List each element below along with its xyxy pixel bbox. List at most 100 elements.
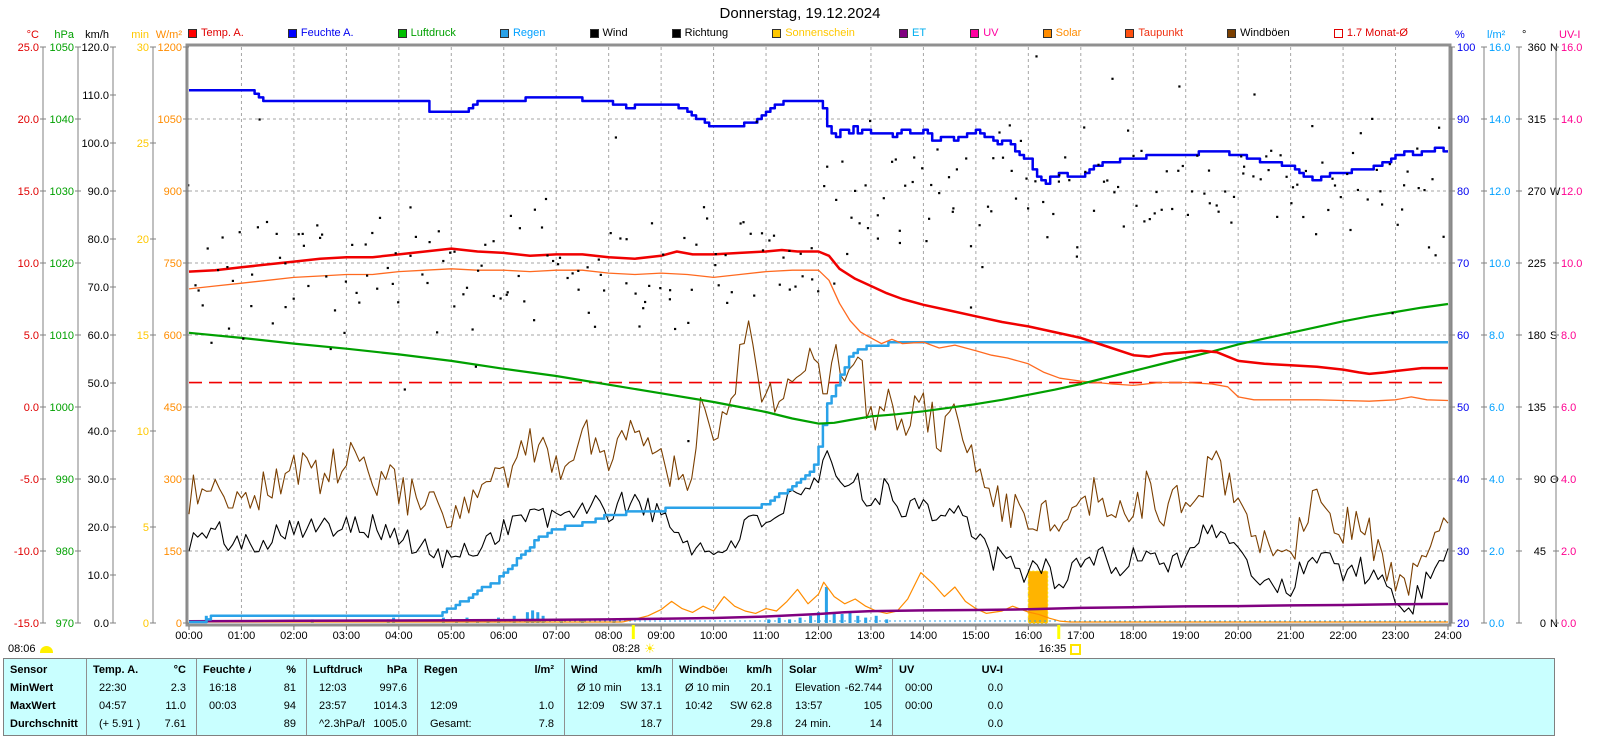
axis-tick-label: 03:00 <box>333 630 361 642</box>
legend-swatch <box>1125 28 1135 38</box>
axis-tick-label: 1200 <box>158 42 182 54</box>
table-row: 04:57 11.0 <box>87 697 196 715</box>
column-name: Temp. A. <box>93 664 139 676</box>
table-row: 18.7 <box>565 715 672 733</box>
cell-time: Gesamt: <box>430 718 472 730</box>
axis-tick-label: 80 <box>1457 186 1469 198</box>
axis-tick-label: 40 <box>1457 474 1469 486</box>
axis-tick-label: 8.0 <box>1489 330 1504 342</box>
legend-label: Taupunkt <box>1138 27 1184 39</box>
table-row: 00:03 94 <box>197 697 306 715</box>
table-row: Elevation -62.744 <box>783 679 892 697</box>
table-column-windböen: Windböen km/h Ø 10 min. 20.1 10:42 SW 62.8 29.… <box>672 659 782 735</box>
axis-tick-label: N <box>1550 618 1558 630</box>
axis-tick-label: 10:00 <box>700 630 728 642</box>
cell-value: 18.7 <box>640 718 662 730</box>
sunset-annotation: 16:35 <box>1015 643 1105 655</box>
axis-tick-label: 0 <box>143 618 149 630</box>
axis-tick-label: N <box>1550 42 1558 54</box>
legend-label: Feuchte A. <box>300 27 354 39</box>
table-row: 00:00 0.0 <box>893 697 1013 715</box>
cell-value: 1.0 <box>538 700 554 712</box>
axis-tick-label: 11:00 <box>753 630 780 642</box>
table-row-label: Durchschnitt <box>10 718 78 730</box>
axis-hpa <box>75 46 81 624</box>
table-row: 23:57 1014.3 <box>307 697 417 715</box>
axis-tick-label: 90.0 <box>88 186 109 198</box>
column-name: Luftdruck <box>313 664 362 676</box>
axis-tick-label: 20:00 <box>1224 630 1252 642</box>
rain-bars <box>204 587 889 623</box>
legend-label: Luftdruck <box>410 27 456 39</box>
cell-value: 13.1 <box>640 682 662 694</box>
axis-tick-label: 24:00 <box>1434 630 1462 642</box>
table-row: Ø 10 min. 13.1 <box>565 679 672 697</box>
cell-value <box>494 679 564 697</box>
axis-tick-label: km/h <box>85 29 109 41</box>
axis-tick-label: 1010 <box>50 330 74 342</box>
axis-tick-label: 150 <box>164 546 182 558</box>
cell-value: 0.0 <box>987 700 1003 712</box>
table-row: 16:18 81 <box>197 679 306 697</box>
table-row: 00:00 0.0 <box>893 679 1013 697</box>
axis-tick-label: 10.0 <box>88 570 109 582</box>
axis-tick-label: 20 <box>137 234 149 246</box>
cell-time: 00:03 <box>209 700 237 712</box>
column-name: Solar <box>789 664 817 676</box>
axis-tick-label: 16.0 <box>1489 42 1510 54</box>
cell-value: 7.8 <box>538 718 554 730</box>
table-row-label: MaxWert <box>10 700 56 712</box>
table-row <box>418 679 564 697</box>
legend-label: 1.7 Monat-Ø <box>1346 27 1408 39</box>
table-row: 10:42 SW 62.8 <box>673 697 782 715</box>
cell-time: 16:18 <box>209 682 237 694</box>
axis-tick-label: 15.0 <box>18 186 39 198</box>
axis-tick-label: 19:00 <box>1172 630 1200 642</box>
axis-tick-label: 6.0 <box>1489 402 1504 414</box>
cell-value: 997.6 <box>379 682 407 694</box>
axis-tick-label: 40.0 <box>88 426 109 438</box>
series-gusts <box>188 320 1449 596</box>
legend-swatch <box>1227 28 1237 38</box>
axis-tick-label: 1020 <box>50 258 74 270</box>
cell-value: 11.0 <box>165 700 186 712</box>
sunset-sun-icon <box>1070 643 1082 655</box>
axis-tick-label: 22:00 <box>1329 630 1357 642</box>
column-name: Regen <box>424 664 458 676</box>
legend-item-solar: Solar <box>1042 27 1081 39</box>
axis-tick-label: 10.0 <box>1489 258 1510 270</box>
axis-tick-label: 10 <box>137 426 149 438</box>
column-unit: hPa <box>386 664 407 676</box>
axis-tick-label: 14:00 <box>910 630 938 642</box>
table-row: 24 min. 14 <box>783 715 892 733</box>
series-rain_total <box>189 340 1448 624</box>
axis-tick-label: 1040 <box>50 114 74 126</box>
dawn-sun-icon <box>39 645 53 653</box>
axis-tick-label: 04:00 <box>385 630 413 642</box>
cell-time: 04:57 <box>99 700 127 712</box>
table-row: 12:03 997.6 <box>307 679 417 697</box>
cell-time: 24 min. <box>795 718 832 730</box>
axis-kmh <box>110 46 116 624</box>
legend-swatch <box>589 28 599 38</box>
cell-time <box>893 715 956 733</box>
axis-tick-label: 50 <box>1457 402 1469 414</box>
dawn-annotation: 08:06 <box>8 643 53 655</box>
legend-label: Wind <box>602 27 628 39</box>
axis-lm2 <box>1481 46 1487 624</box>
legend-item-sonnenschein: Sonnenschein <box>772 27 855 39</box>
table-column-uv: UV UV-I 00:00 0.0 00:00 0.0 0.0 <box>892 659 1554 735</box>
cell-time: 12:03 <box>319 682 347 694</box>
axis-tick-label: 30 <box>1457 546 1469 558</box>
cell-time: 12:09 <box>577 700 605 712</box>
table-column-luftdruck: Luftdruck hPa 12:03 997.6 23:57 1014.3 ^2.3hPa… <box>306 659 417 735</box>
cell-time: 22:30 <box>99 682 127 694</box>
axis-tick-label: 120.0 <box>81 42 109 54</box>
axis-tick-label: 05:00 <box>438 630 466 642</box>
axis-tick-label: 18:00 <box>1119 630 1147 642</box>
axis-tick-label: 2.0 <box>1561 546 1576 558</box>
axis-tick-label: 80.0 <box>88 234 109 246</box>
axis-tick-label: 50.0 <box>88 378 109 390</box>
column-name: Wind <box>571 664 598 676</box>
axis-tick-label: 315 <box>1528 114 1546 126</box>
